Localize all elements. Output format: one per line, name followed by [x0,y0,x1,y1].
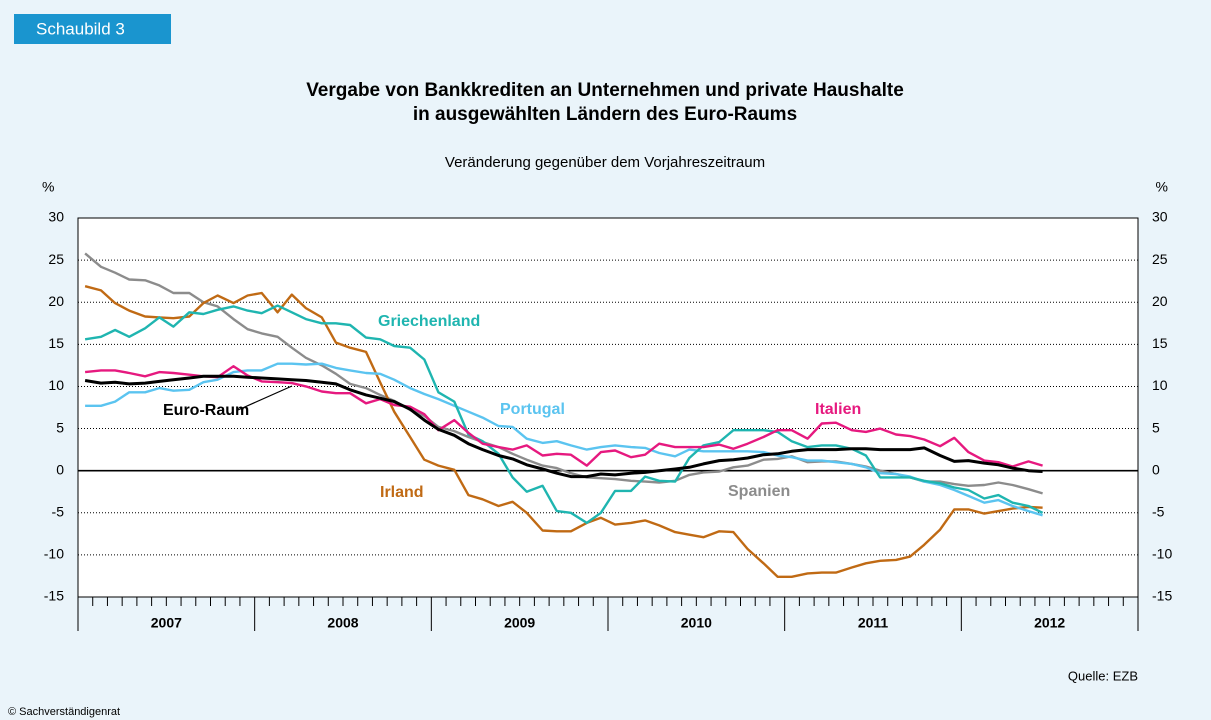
y2-tick-label: 5 [1152,419,1160,435]
y2-tick-label: 30 [1152,209,1168,225]
series-line [84,285,1043,578]
y-tick-label: 15 [48,335,64,351]
y-tick-label: 20 [48,293,64,309]
y2-axis-label: % [1156,179,1168,195]
y-tick-label: 30 [48,209,64,225]
y-tick-label: 10 [48,377,64,393]
y-tick-label: 0 [56,461,64,477]
y2-tick-label: -5 [1152,503,1165,519]
series-line [84,365,1043,468]
series-label: Italien [815,401,861,418]
series-label: Spanien [728,483,790,500]
series-line [84,374,1043,479]
label-leader [237,385,293,411]
y2-tick-label: -10 [1152,546,1172,562]
series-line [85,362,1043,517]
source: Quelle: EZB [1068,668,1138,683]
x-tick-label: 2012 [1034,615,1065,631]
series-label: Griechenland [378,313,480,330]
y2-tick-label: 0 [1152,461,1160,477]
y-tick-label: -5 [52,503,65,519]
y-tick-label: 5 [56,419,64,435]
series-label: Irland [380,484,424,501]
series-label: Portugal [500,401,565,418]
y2-tick-label: 25 [1152,251,1168,267]
y-axis-label: % [42,179,54,195]
y2-tick-label: -15 [1152,588,1172,604]
y2-tick-label: 10 [1152,377,1168,393]
badge-box [14,14,171,44]
y2-tick-label: 15 [1152,335,1168,351]
x-tick-label: 2009 [504,615,535,631]
chart-title: Vergabe von Bankkrediten an Unternehmen … [306,80,904,101]
footer: © Sachverständigenrat [8,706,120,718]
series-line [84,304,1044,525]
x-tick-label: 2011 [858,615,889,631]
x-tick-label: 2010 [681,615,712,631]
series-line [84,252,1043,495]
chart-title: in ausgewählten Ländern des Euro-Raums [413,104,797,125]
subtitle: Veränderung gegenüber dem Vorjahreszeitr… [445,154,765,171]
x-tick-label: 2007 [151,615,182,631]
series-label: Euro-Raum [163,402,249,419]
y-tick-label: 25 [48,251,64,267]
y-tick-label: -15 [44,588,64,604]
plot-area [78,218,1138,597]
x-tick-label: 2008 [327,615,358,631]
badge: Schaubild 3 [36,19,125,38]
y-tick-label: -10 [44,546,64,562]
y2-tick-label: 20 [1152,293,1168,309]
